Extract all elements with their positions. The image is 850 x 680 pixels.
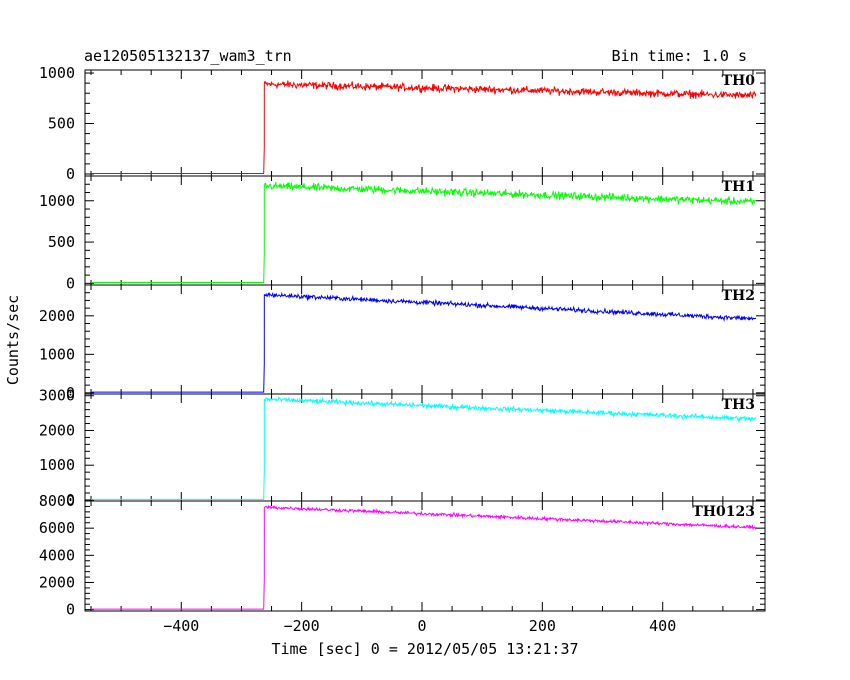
panel-frame [84, 500, 766, 612]
x-tick-labels: −400 −200 0 200 400 [163, 617, 676, 635]
x-tick-label: 200 [529, 617, 556, 635]
x-tick-label: 0 [417, 617, 426, 635]
panel-th2: 0 1000 2000 TH2 [39, 284, 766, 402]
series-line-th1 [91, 182, 757, 283]
panel-name: TH3 [722, 397, 755, 413]
y-tick-label: 6000 [39, 519, 75, 537]
y-tick-label: 1000 [39, 345, 75, 363]
y-tick-label: 2000 [39, 307, 75, 325]
y-tick-label: 500 [48, 233, 75, 251]
y-tick-label: 1000 [39, 64, 75, 82]
y-tick-label: 0 [66, 165, 75, 183]
y-tick-label: 8000 [39, 492, 75, 510]
panel-frame [84, 393, 766, 502]
panel-name: TH0 [722, 73, 756, 89]
panel-th1: 0 500 1000 TH1 [39, 175, 766, 292]
series-line-th2 [91, 291, 757, 393]
x-tick-label: −400 [163, 617, 199, 635]
panel-frame [84, 69, 766, 177]
y-axis-label: Counts/sec [4, 295, 22, 385]
panel-name: TH0123 [692, 504, 755, 520]
series-line-th0 [91, 80, 757, 174]
y-tick-label: 0 [66, 491, 75, 509]
panel-th0123: 0 2000 4000 6000 8000 TH0123 [39, 492, 766, 619]
x-tick-label: −200 [284, 617, 320, 635]
panel-th0: 0 500 1000 TH0 [39, 64, 766, 183]
y-tick-label: 0 [66, 274, 75, 292]
panels-group: 0 500 1000 TH0 0 500 1000 TH1 0 1000 2000 TH2 0 1000 2… [39, 64, 766, 619]
x-axis-label: Time [sec] 0 = 2012/05/05 13:21:37 [271, 640, 578, 658]
y-tick-label: 0 [66, 601, 75, 619]
series-line-th3 [91, 396, 757, 500]
y-tick-label: 2000 [39, 573, 75, 591]
y-tick-label: 0 [66, 384, 75, 402]
chart-title: ae120505132137_wam3_trn [84, 47, 292, 65]
panel-name: TH1 [722, 179, 755, 195]
x-tick-label: 400 [649, 617, 676, 635]
y-tick-label: 500 [48, 115, 75, 133]
y-tick-label: 2000 [39, 421, 75, 439]
panel-name: TH2 [722, 288, 755, 304]
y-tick-label: 1000 [39, 192, 75, 210]
bin-time-label: Bin time: 1.0 s [612, 47, 747, 65]
y-tick-label: 3000 [39, 387, 75, 405]
y-tick-label: 1000 [39, 456, 75, 474]
panel-th3: 0 1000 2000 3000 TH3 [39, 387, 766, 509]
series-line-th0123 [91, 504, 757, 610]
y-tick-label: 4000 [39, 546, 75, 564]
